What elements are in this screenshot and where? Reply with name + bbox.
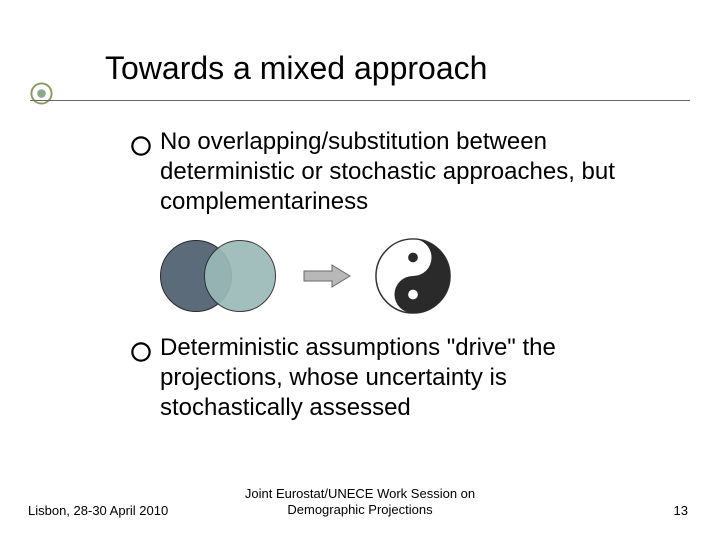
- bullet-text: No overlapping/substitution between dete…: [160, 127, 650, 217]
- diagram-row: [160, 237, 650, 315]
- bullet-item: Deterministic assumptions "drive" the pr…: [130, 333, 650, 423]
- footer-center-text: Joint Eurostat/UNECE Work Session on Dem…: [245, 486, 475, 519]
- footer-center-line2: Demographic Projections: [287, 502, 432, 517]
- yinyang-icon: [374, 237, 452, 315]
- bullet-text: Deterministic assumptions "drive" the pr…: [160, 333, 650, 423]
- arrow-icon: [302, 262, 352, 290]
- bullet-item: No overlapping/substitution between dete…: [130, 127, 650, 217]
- title-underline: [30, 100, 690, 101]
- bullet-marker-icon: [130, 135, 152, 157]
- slide-title: Towards a mixed approach: [105, 50, 670, 87]
- footer-page-number: 13: [674, 503, 688, 518]
- venn-diagram-icon: [160, 240, 280, 312]
- content-area: No overlapping/substitution between dete…: [130, 127, 650, 423]
- footer-left-text: Lisbon, 28-30 April 2010: [28, 503, 168, 518]
- venn-circle-right: [204, 240, 276, 312]
- title-accent-icon: [30, 82, 53, 105]
- bullet-marker-icon: [130, 341, 152, 363]
- slide-container: Towards a mixed approach No overlapping/…: [0, 0, 720, 540]
- footer-center-line1: Joint Eurostat/UNECE Work Session on: [245, 486, 475, 501]
